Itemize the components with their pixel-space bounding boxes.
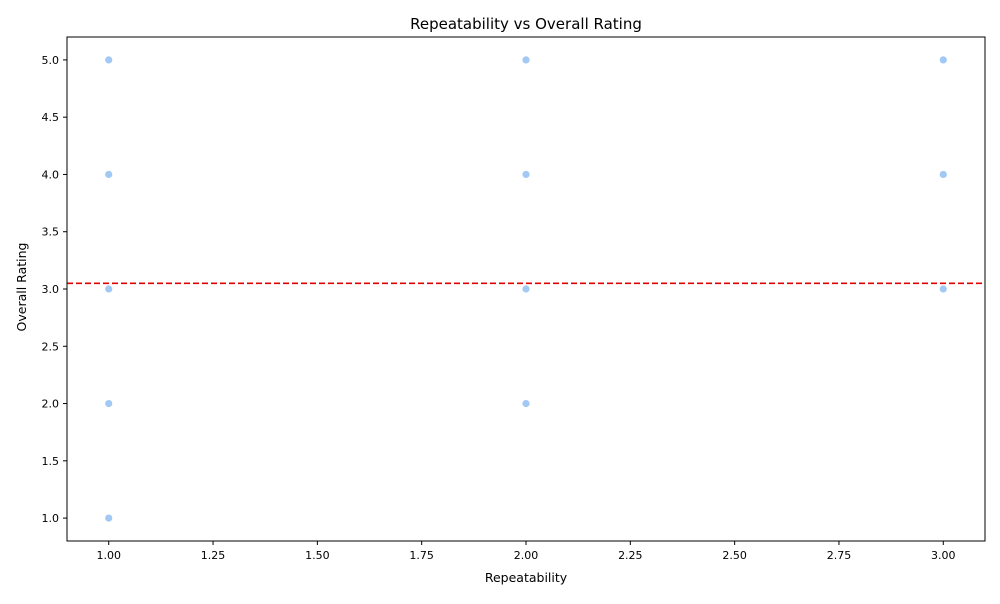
data-point [521, 399, 531, 408]
data-points [104, 55, 948, 523]
data-point [104, 399, 114, 408]
y-tick-label: 2.0 [42, 398, 60, 411]
y-tick-label: 3.5 [42, 226, 60, 239]
y-tick-label: 5.0 [42, 54, 60, 67]
x-tick-label: 1.50 [305, 549, 330, 562]
x-axis-label: Repeatability [485, 570, 568, 585]
y-tick-label: 1.0 [42, 512, 60, 525]
y-tick-label: 4.5 [42, 111, 60, 124]
x-tick-label: 2.00 [514, 549, 539, 562]
data-point [104, 55, 114, 65]
plot-area-frame [66, 36, 986, 542]
x-tick-label: 2.50 [722, 549, 747, 562]
y-tick-label: 4.0 [42, 168, 60, 181]
data-point [521, 170, 531, 179]
data-point [938, 170, 948, 179]
x-tick-label: 2.25 [618, 549, 643, 562]
data-point [521, 284, 531, 294]
chart-title: Repeatability vs Overall Rating [410, 15, 642, 33]
data-point [104, 170, 114, 179]
data-point [938, 55, 948, 65]
data-point [104, 284, 114, 294]
y-tick-label: 2.5 [42, 340, 60, 353]
data-point [104, 513, 114, 523]
x-tick-label: 2.75 [827, 549, 852, 562]
y-tick-label: 3.0 [42, 283, 60, 296]
data-point [521, 55, 531, 65]
axis-ticks: 1.00 1.25 1.50 1.75 2.00 2.25 2.50 2.75 3.00 1.0 1… [42, 54, 956, 562]
x-tick-label: 1.75 [409, 549, 434, 562]
y-axis-label: Overall Rating [14, 243, 29, 332]
data-point [938, 284, 948, 294]
y-tick-label: 1.5 [42, 455, 60, 468]
x-tick-label: 3.00 [931, 549, 956, 562]
x-tick-label: 1.00 [96, 549, 121, 562]
x-tick-label: 1.25 [201, 549, 226, 562]
